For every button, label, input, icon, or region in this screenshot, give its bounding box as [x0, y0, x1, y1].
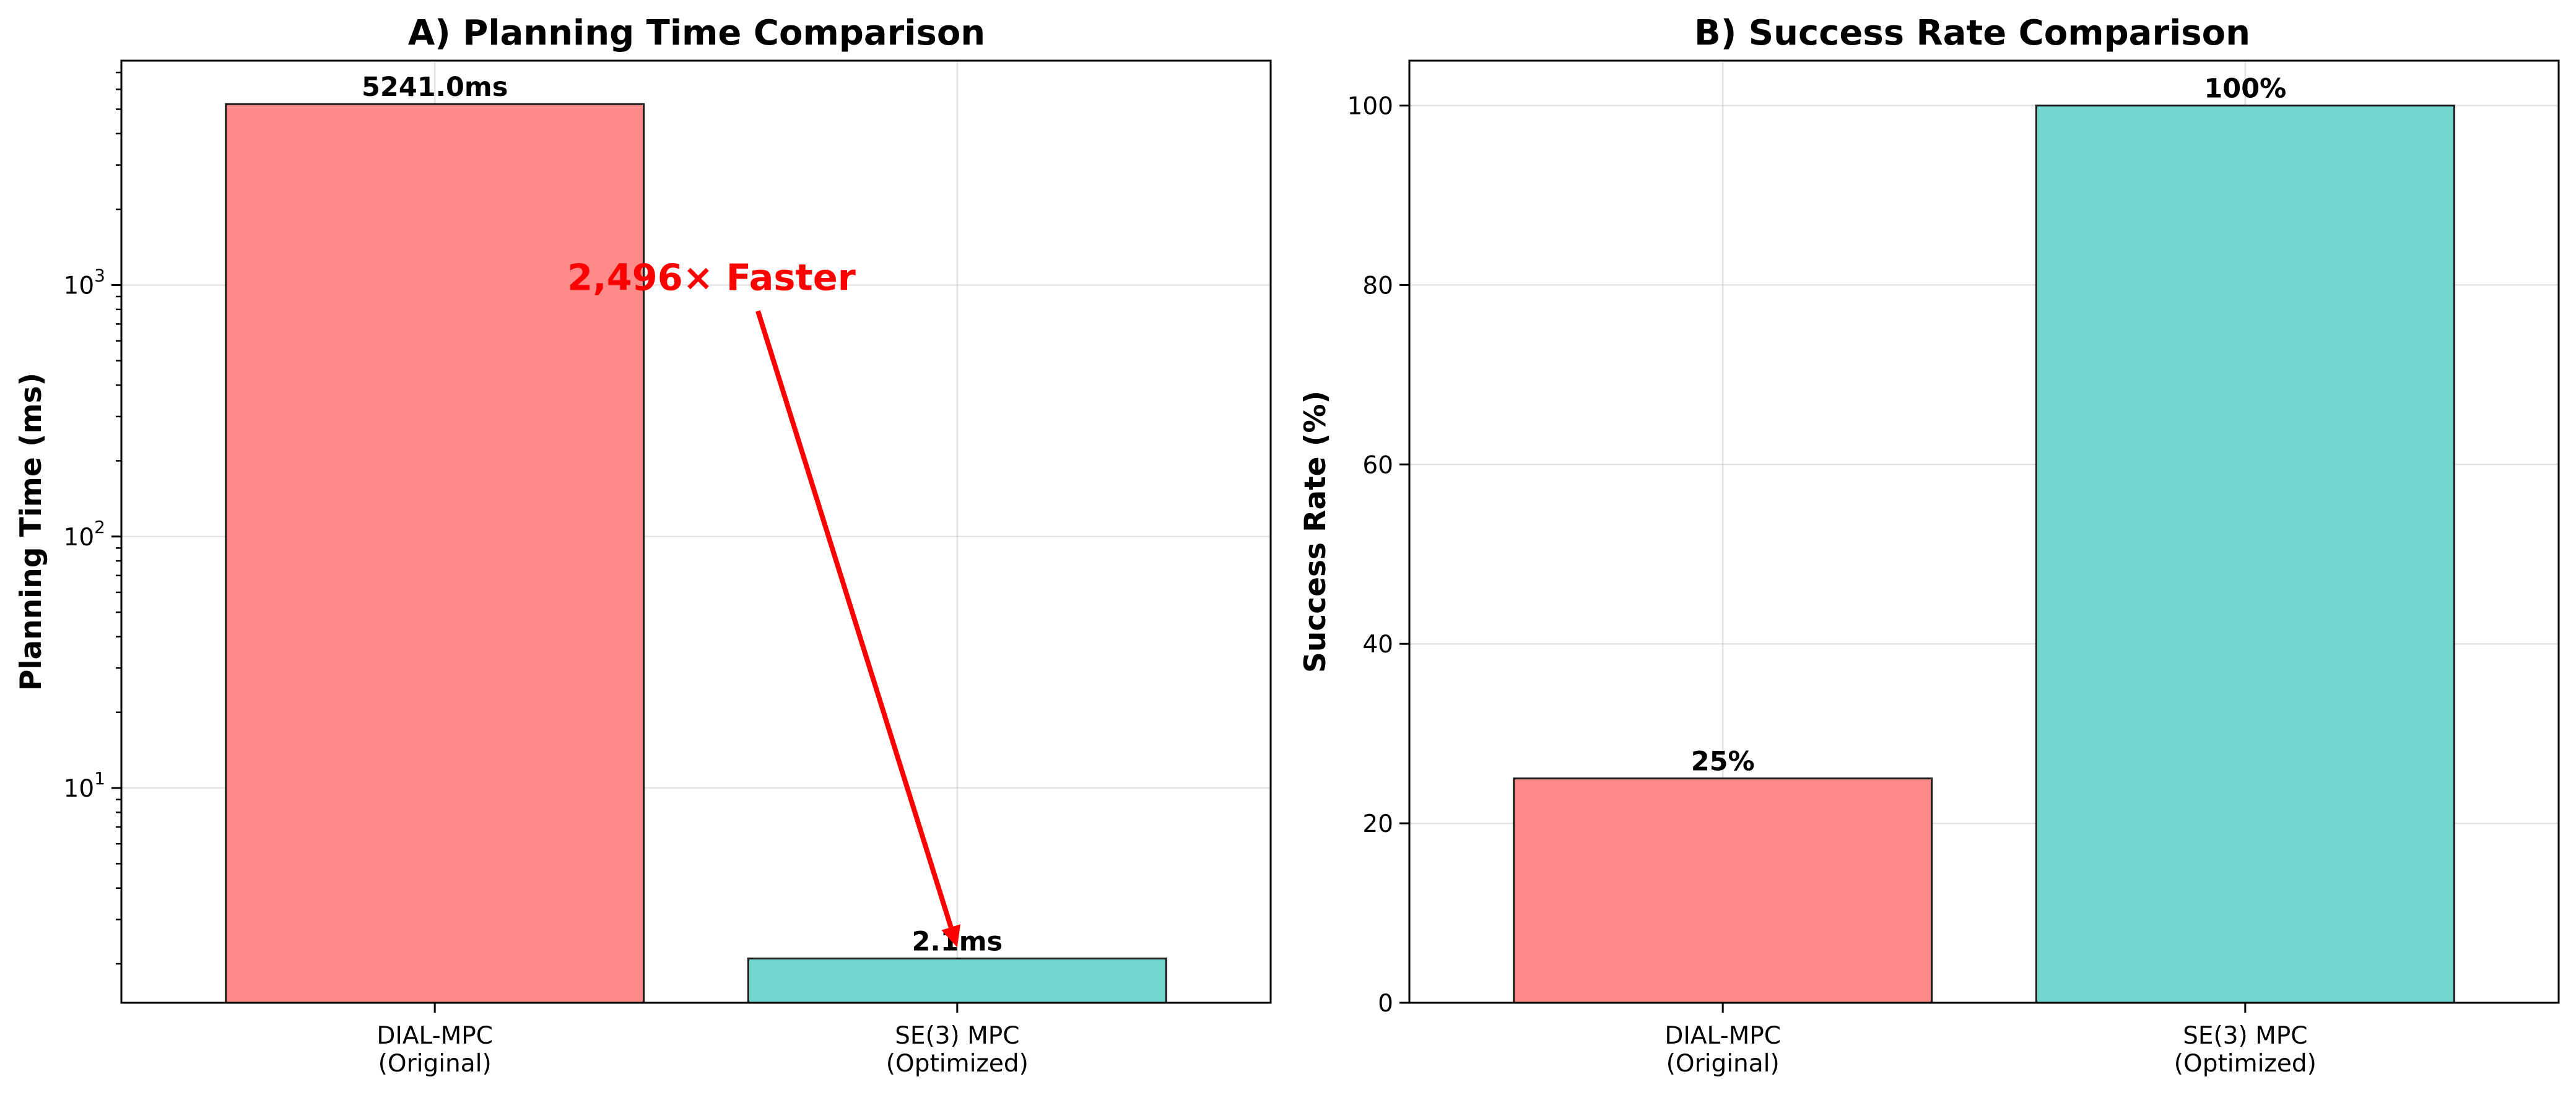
chart-b-plot-frame — [1408, 59, 2560, 1004]
chart-a-y-axis-label: Planning Time (ms) — [14, 373, 48, 691]
annotation-arrow-head — [941, 924, 960, 948]
bar-1 — [2035, 104, 2455, 1004]
bar-value-label: 5241.0ms — [362, 72, 508, 103]
annotation-label: 2,496× Faster — [567, 256, 856, 298]
y-tick-label: 60 — [1362, 451, 1393, 479]
bar-1 — [747, 957, 1167, 1004]
chart-a-bars — [225, 103, 1167, 1004]
y-tick-exponent: 2 — [94, 517, 105, 537]
chart-b-title: B) Success Rate Comparison — [1694, 13, 2250, 53]
chart-b-bars — [1513, 104, 2455, 1004]
y-tick-label: 0 — [1378, 990, 1393, 1018]
x-tick-label: SE(3) MPC — [2183, 1022, 2307, 1050]
chart-a-title: A) Planning Time Comparison — [408, 13, 985, 53]
bar-value-label: 100% — [2204, 73, 2286, 104]
y-tick-base: 10 — [64, 524, 95, 552]
y-tick-base: 10 — [64, 775, 95, 803]
y-tick-label: 20 — [1362, 810, 1393, 838]
y-tick-label: 40 — [1362, 631, 1393, 659]
chart-a-plot-frame — [120, 59, 1272, 1004]
chart-b-y-ticks: 0 20 40 60 80 100 — [1347, 92, 1409, 1018]
x-tick-label: (Original) — [378, 1050, 492, 1078]
x-tick-label: SE(3) MPC — [895, 1022, 1019, 1050]
bar-0 — [225, 103, 645, 1004]
y-tick-exponent: 1 — [94, 768, 105, 789]
y-tick-base: 10 — [64, 272, 95, 300]
y-tick-label: 100 — [1347, 92, 1393, 120]
chart-b-data-labels: 25% 100% — [1691, 73, 2287, 777]
chart-b-y-axis-label: Success Rate (%) — [1299, 391, 1333, 673]
bar-0 — [1513, 777, 1933, 1004]
chart-b: B) Success Rate Comparison 020406080100 … — [1299, 13, 2560, 1078]
x-tick-label: (Original) — [1666, 1050, 1780, 1078]
chart-b-x-ticks: DIAL-MPC(Original) SE(3) MPC(Optimized) — [1664, 1003, 2317, 1078]
x-tick-label: DIAL-MPC — [376, 1022, 493, 1050]
chart-a-annotation: 2,496× Faster — [567, 256, 960, 948]
y-tick-label: 102 — [64, 517, 105, 552]
bar-value-label: 25% — [1691, 747, 1755, 777]
y-tick-exponent: 3 — [94, 265, 105, 285]
y-tick-label: 101 — [64, 768, 105, 803]
y-tick-label: 103 — [64, 265, 105, 300]
chart-a-x-ticks: DIAL-MPC(Original) SE(3) MPC(Optimized) — [376, 1003, 1029, 1078]
y-tick-label: 80 — [1362, 272, 1393, 300]
x-tick-label: DIAL-MPC — [1664, 1022, 1781, 1050]
x-tick-label: (Optimized) — [886, 1050, 1029, 1078]
annotation-arrow — [755, 310, 954, 928]
x-tick-label: (Optimized) — [2174, 1050, 2317, 1078]
